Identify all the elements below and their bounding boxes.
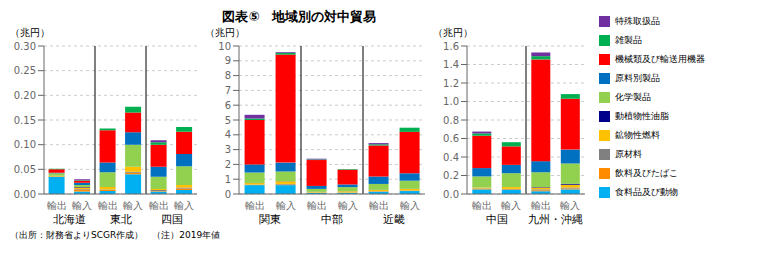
html-text:図表⑤ 地域別の対中貿易: 図表⑤ 地域別の対中貿易 [222,9,377,24]
svg-text:0.15: 0.15 [14,115,36,126]
html-text:（兆円）: （兆円） [433,27,473,38]
html-text:飲料及びたばこ: 飲料及びたばこ [615,168,678,178]
svg-text:輸出: 輸出 [472,200,492,211]
svg-text:輸出: 輸出 [98,200,118,211]
svg-text:輸出: 輸出 [245,200,265,211]
svg-text:0.2: 0.2 [443,170,459,181]
html-text:特殊取扱品: 特殊取扱品 [615,16,660,26]
svg-text:0.8: 0.8 [443,115,459,126]
html-text:食料品及び動物: 食料品及び動物 [615,187,678,197]
svg-text:0.00: 0.00 [14,189,36,200]
svg-text:0.30: 0.30 [14,41,36,52]
svg-text:3: 3 [225,144,231,155]
svg-text:輸入: 輸入 [123,200,143,211]
html-text:原料別製品: 原料別製品 [615,73,660,83]
svg-text:輸出: 輸出 [149,200,169,211]
svg-text:輸入: 輸入 [72,200,92,211]
svg-text:0.05: 0.05 [14,164,36,175]
html-text:原材料: 原材料 [615,149,642,159]
svg-text:輸出: 輸出 [369,200,389,211]
html-text:関東: 関東 [259,213,281,226]
svg-text:4: 4 [225,129,231,140]
html-text:中部: 中部 [321,213,343,226]
svg-text:1.0: 1.0 [443,96,459,107]
svg-text:0.0: 0.0 [443,189,459,200]
svg-text:7: 7 [225,85,231,96]
html-text:（兆円）: （兆円） [205,27,245,38]
svg-text:輸入: 輸入 [276,200,296,211]
svg-text:1.6: 1.6 [443,41,459,52]
svg-text:0: 0 [225,189,231,200]
svg-text:輸入: 輸入 [174,200,194,211]
svg-text:輸入: 輸入 [400,200,420,211]
svg-text:0.10: 0.10 [14,139,36,150]
html-text:北海道: 北海道 [53,213,86,226]
html-text:化学製品: 化学製品 [615,92,651,102]
html-text:四国: 四国 [160,213,183,226]
html-text:（兆円）: （兆円） [10,27,50,38]
svg-text:輸入: 輸入 [338,200,358,211]
svg-text:1.4: 1.4 [443,59,459,70]
html-text:（出所：財務省よりSCGR作成） （注）2019年値: （出所：財務省よりSCGR作成） （注）2019年値 [10,230,221,240]
html-text:九州・沖縄: 九州・沖縄 [528,213,583,226]
html-text:雑製品: 雑製品 [615,35,642,45]
html-text:機械類及び輸送用機器: 機械類及び輸送用機器 [615,54,705,64]
svg-text:2: 2 [225,159,231,170]
svg-text:0.25: 0.25 [14,65,36,76]
svg-text:0.4: 0.4 [443,152,459,163]
svg-text:6: 6 [225,100,231,111]
html-text:東北: 東北 [109,213,132,226]
svg-text:輸出: 輸出 [531,200,551,211]
svg-text:輸入: 輸入 [560,200,580,211]
svg-text:輸入: 輸入 [501,200,521,211]
svg-text:輸出: 輸出 [307,200,327,211]
svg-text:輸出: 輸出 [47,200,67,211]
svg-text:0.6: 0.6 [443,133,459,144]
svg-text:1.2: 1.2 [443,78,459,89]
html-text:近畿: 近畿 [383,213,405,226]
svg-text:9: 9 [225,55,231,66]
svg-text:10: 10 [218,41,231,52]
svg-text:5: 5 [225,115,231,126]
svg-text:1: 1 [225,174,231,185]
svg-text:8: 8 [225,70,231,81]
html-text:鉱物性燃料: 鉱物性燃料 [615,130,660,140]
html-text:動植物性油脂: 動植物性油脂 [615,111,669,121]
svg-text:0.20: 0.20 [14,90,36,101]
html-text:中国: 中国 [485,213,508,226]
